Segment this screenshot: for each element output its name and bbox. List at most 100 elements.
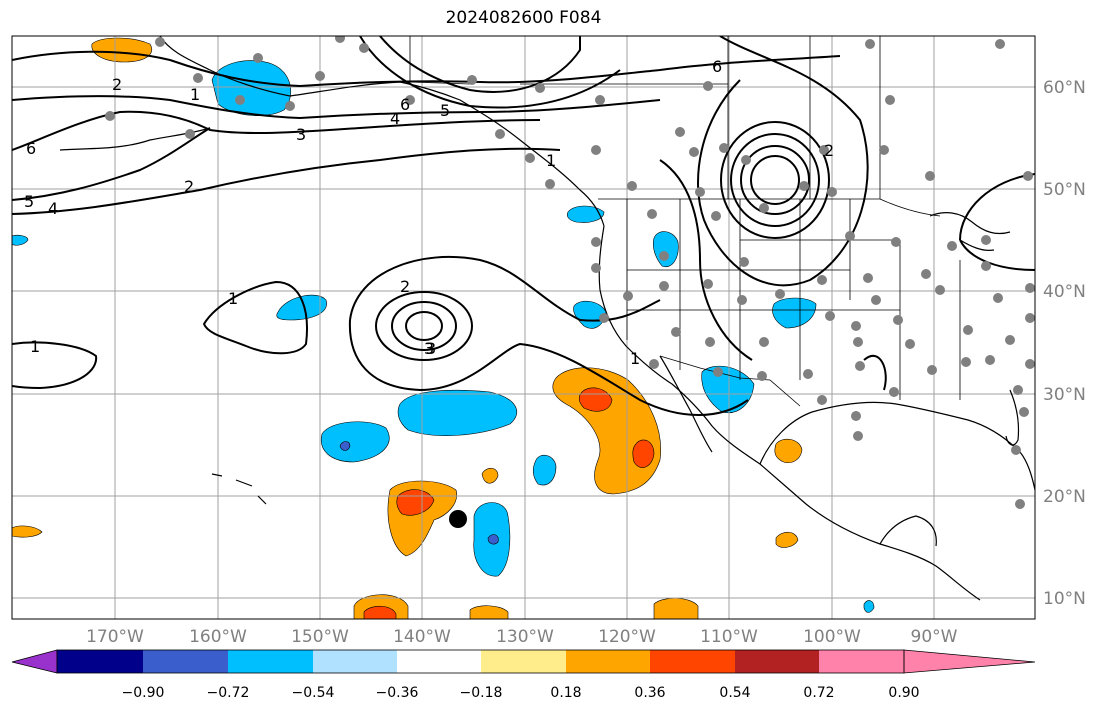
contour-label: 1 [630, 349, 640, 368]
contour-label: 3 [426, 339, 436, 358]
contours [12, 36, 1035, 416]
contour-central-low-2 [348, 319, 749, 416]
canada-provinces [520, 36, 881, 199]
lon-label: 140°W [393, 627, 451, 647]
contour-label: 4 [390, 109, 400, 128]
florida [1005, 389, 1020, 446]
colorbar-segment [481, 650, 566, 673]
colorbar-tick-label: −0.36 [376, 685, 419, 701]
map-background [12, 36, 1035, 619]
us-canada-border [598, 198, 941, 217]
contour-label: 5 [440, 101, 450, 120]
contour-label: 5 [24, 192, 34, 211]
anomaly-blob-mex-orange [774, 438, 803, 463]
colorbar-tick-label: 0.54 [719, 685, 750, 701]
colorbar-segment [819, 650, 904, 673]
lat-label: 40°N [1043, 282, 1086, 302]
anomaly-blob-purple [339, 441, 351, 451]
colorbar-segment [650, 650, 735, 673]
contour-west-2 [202, 280, 308, 355]
great-lakes [929, 212, 1011, 251]
lon-label: 160°W [189, 627, 247, 647]
anomaly-blob-west2-blue [320, 421, 390, 463]
contour-west-1 [12, 341, 98, 390]
lon-label: 150°W [291, 627, 349, 647]
lat-label: 50°N [1043, 180, 1086, 200]
lat-label: 60°N [1043, 78, 1086, 98]
anomaly-blob-small-orange [481, 467, 499, 484]
contour-north-2 [359, 36, 621, 109]
lon-label: 130°W [496, 627, 554, 647]
lat-label: 10°N [1043, 589, 1086, 609]
contour-ridge-2 [730, 133, 820, 227]
yucatan [879, 515, 937, 547]
colorbar-tick-label: −0.72 [207, 685, 250, 701]
contour-label: 1 [190, 85, 200, 104]
anomaly-blob-baja-red2 [632, 439, 655, 468]
lon-label: 100°W [803, 627, 861, 647]
colorbar-tick-label: −0.54 [292, 685, 335, 701]
colorbar-tick-label: 0.36 [634, 685, 665, 701]
colorbar-tick-label: −0.18 [460, 685, 503, 701]
baja [659, 355, 713, 453]
contour-north-1 [379, 36, 581, 93]
contour-alaska-4 [12, 127, 211, 201]
anomaly-blob-central-blue [397, 389, 517, 436]
colorbar-left-arrow [11, 649, 58, 674]
contour-label: 2 [824, 141, 834, 160]
station-dots [105, 36, 1035, 509]
lon-label: 170°W [86, 627, 144, 647]
contour-label: 2 [184, 177, 194, 196]
contour-gulf [863, 354, 887, 391]
colorbar-ticks: −0.90 −0.72 −0.54 −0.36 −0.18 0.18 0.36 … [122, 685, 920, 701]
anomaly-blob-wa-blue [566, 205, 605, 223]
lon-label: 90°W [911, 627, 958, 647]
contour-center-1 [375, 291, 473, 361]
contour-ridge-1 [720, 121, 830, 239]
anomaly-blob-bering-orange [91, 37, 152, 63]
contour-ridge-3 [740, 145, 810, 215]
anomaly-blob-bottom-red [363, 605, 397, 619]
contour-alaska-2 [12, 95, 661, 120]
contour-label: 3 [424, 339, 434, 358]
map-title: 2024082600 F084 [445, 8, 602, 28]
anomaly-blob-left-blue [12, 234, 29, 246]
longitude-labels: 170°W 160°W 150°W 140°W 130°W 120°W 110°… [86, 627, 958, 647]
contour-alaska-5 [12, 147, 561, 215]
contour-label: 4 [48, 199, 58, 218]
contour-center-3 [405, 311, 443, 341]
colorbar-segment [313, 650, 397, 673]
colorbar-tick-label: −0.90 [122, 685, 165, 701]
anomaly-blob-alaska-blue [211, 60, 291, 116]
colorbar-segment [397, 650, 481, 673]
contour-label: 6 [26, 139, 36, 158]
contour-central-low-1 [349, 256, 661, 322]
contour-center-2 [391, 301, 457, 351]
contour-label: 6 [400, 95, 410, 114]
contour-label: 1 [546, 151, 556, 170]
contour-label: 2 [112, 75, 122, 94]
anomaly-blob-west-blue [276, 294, 327, 321]
lon-label: 110°W [700, 627, 758, 647]
anomaly-blob-co-blue [772, 297, 817, 329]
colorbar-right-arrow [903, 649, 1036, 674]
anomaly-blob-south-blue-core [487, 534, 499, 545]
contour-label: 1 [30, 337, 40, 356]
contour-inland-1 [659, 159, 753, 361]
contour-label: 2 [400, 277, 410, 296]
map-border [11, 35, 1036, 620]
anomaly-blob-bottom-orange3 [653, 597, 699, 619]
lon-label: 120°W [598, 627, 656, 647]
lat-label: 30°N [1043, 385, 1086, 405]
colorbar: −0.90 −0.72 −0.54 −0.36 −0.18 0.18 0.36 … [11, 649, 1036, 701]
contour-ridge-4 [750, 155, 800, 205]
colorbar-segment [143, 650, 228, 673]
contour-label: 1 [228, 289, 238, 308]
anomaly-blob-small-blue-se [863, 600, 875, 613]
contour-label: 6 [712, 57, 722, 76]
anomaly-blob-mid-blue [532, 454, 557, 486]
contour-ridge-outer [697, 36, 869, 287]
lat-label: 20°N [1043, 487, 1086, 507]
colorbar-tick-label: 0.90 [888, 685, 919, 701]
